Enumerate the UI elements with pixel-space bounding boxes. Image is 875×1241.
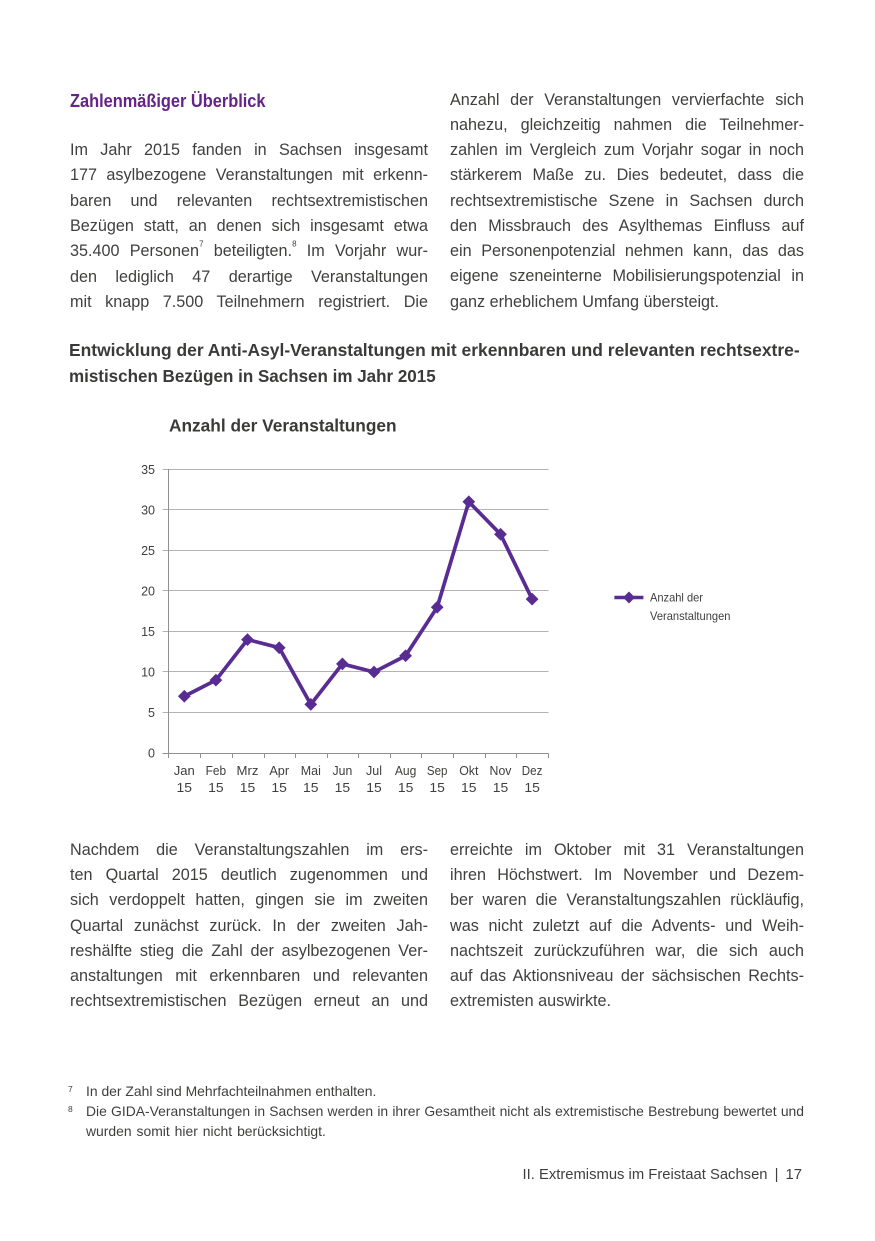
svg-text:Mrz: Mrz — [237, 764, 259, 778]
svg-text:Jun: Jun — [333, 764, 353, 778]
svg-text:Jul: Jul — [366, 764, 382, 778]
svg-text:Jan: Jan — [174, 764, 195, 778]
svg-text:15: 15 — [366, 781, 382, 795]
svg-text:10: 10 — [141, 665, 155, 679]
svg-text:15: 15 — [208, 781, 224, 795]
svg-text:25: 25 — [141, 544, 155, 558]
svg-text:Apr: Apr — [269, 764, 289, 778]
svg-text:0: 0 — [148, 746, 155, 760]
svg-text:15: 15 — [177, 781, 193, 795]
svg-text:15: 15 — [524, 781, 540, 795]
svg-text:Veranstaltungen: Veranstaltungen — [650, 609, 731, 623]
svg-text:15: 15 — [303, 781, 319, 795]
svg-text:5: 5 — [148, 706, 155, 720]
svg-text:15: 15 — [335, 781, 351, 795]
svg-text:Dez: Dez — [522, 764, 543, 778]
svg-text:15: 15 — [461, 781, 477, 795]
svg-text:30: 30 — [141, 503, 155, 517]
svg-text:Sep: Sep — [427, 764, 448, 778]
svg-text:Anzahl der Veranstaltungen: Anzahl der Veranstaltungen — [169, 416, 397, 436]
svg-text:15: 15 — [493, 781, 509, 795]
svg-text:Nov: Nov — [490, 764, 513, 778]
svg-text:15: 15 — [429, 781, 445, 795]
svg-text:Anzahl der: Anzahl der — [650, 591, 703, 605]
svg-text:15: 15 — [398, 781, 414, 795]
svg-text:35: 35 — [141, 463, 155, 477]
svg-text:Aug: Aug — [395, 764, 417, 778]
svg-text:Mai: Mai — [301, 764, 321, 778]
svg-text:Feb: Feb — [206, 764, 227, 778]
svg-text:15: 15 — [141, 625, 155, 639]
svg-text:20: 20 — [141, 584, 155, 598]
svg-text:15: 15 — [271, 781, 287, 795]
svg-text:Okt: Okt — [459, 764, 479, 778]
svg-text:15: 15 — [240, 781, 256, 795]
